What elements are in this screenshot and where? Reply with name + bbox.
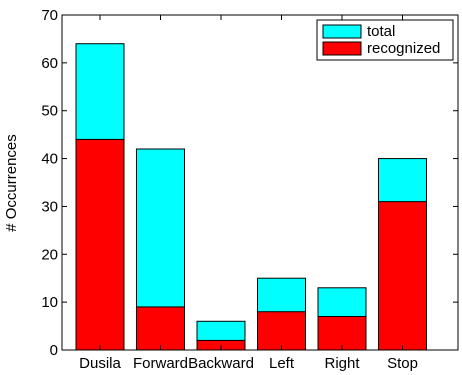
y-tick-label: 30 [41,198,58,215]
y-tick-label: 10 [41,294,58,311]
bar-recognized-right [317,316,367,351]
axes-layer [61,14,459,351]
x-tick-label-dusila: Dusila [79,355,121,372]
bar-recognized-left [257,311,306,351]
y-tick-label: 60 [41,55,58,72]
y-axis-label: # Occurrences [3,134,20,232]
legend-label-total: total [367,23,395,40]
x-tick-label-backward: Backward [188,355,254,372]
x-tick-label-stop: Stop [387,355,418,372]
plot-frame [61,14,459,351]
ticks-layer: 0 10 20 30 40 50 60 70 Dusila Forward Backward Left… [41,7,458,372]
y-tick-label: 20 [41,246,58,263]
x-tick-label-left: Left [269,355,295,372]
x-tick-label-right: Right [324,355,360,372]
bar-recognized-forward [136,306,185,351]
legend-swatch-recognized [322,41,362,56]
y-tick-label: 50 [41,103,58,120]
bar-recognized-stop [378,201,427,351]
legend-swatch-total [322,24,362,39]
y-tick-label: 40 [41,151,58,168]
legend-label-recognized: recognized [367,40,440,57]
y-tick-label: 0 [50,342,58,359]
y-tick-label: 70 [41,7,58,24]
bars-layer [75,43,427,351]
x-tick-label-forward: Forward [133,355,188,372]
bar-recognized-dusila [75,138,125,351]
